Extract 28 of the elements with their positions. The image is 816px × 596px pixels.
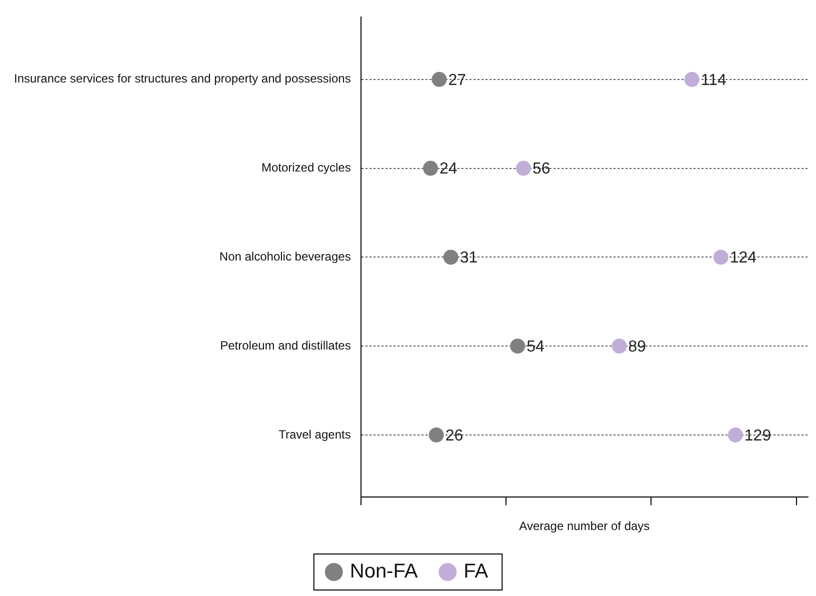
point bbox=[428, 427, 444, 442]
data-label: 114 bbox=[700, 72, 726, 89]
point bbox=[728, 427, 743, 442]
data-label: 27 bbox=[448, 72, 466, 89]
data-label: 89 bbox=[628, 338, 646, 356]
point bbox=[684, 72, 700, 87]
y-tick-label: Petroleum and distillates bbox=[220, 338, 351, 352]
data-label: 56 bbox=[532, 160, 550, 178]
legend-label: FA bbox=[464, 560, 489, 583]
point bbox=[516, 160, 531, 176]
y-tick-label: Motorized cycles bbox=[261, 160, 351, 175]
point bbox=[612, 338, 627, 354]
point bbox=[423, 160, 438, 176]
y-tick-label: Travel agents bbox=[278, 427, 351, 442]
data-label: 54 bbox=[526, 338, 545, 356]
data-label: 26 bbox=[445, 427, 464, 444]
y-tick-label: Insurance services for structures and property and possessions bbox=[14, 72, 351, 86]
point bbox=[432, 72, 447, 87]
data-label: 129 bbox=[744, 427, 772, 444]
x-axis-title: Average number of days bbox=[519, 519, 650, 534]
point bbox=[510, 338, 526, 354]
point bbox=[443, 250, 458, 265]
legend-label: Non-FA bbox=[350, 560, 418, 583]
data-label: 31 bbox=[460, 250, 478, 267]
point bbox=[713, 250, 728, 265]
data-label: 24 bbox=[440, 160, 458, 178]
y-tick-label: Non alcoholic beverages bbox=[219, 250, 351, 264]
data-label: 124 bbox=[730, 250, 757, 267]
